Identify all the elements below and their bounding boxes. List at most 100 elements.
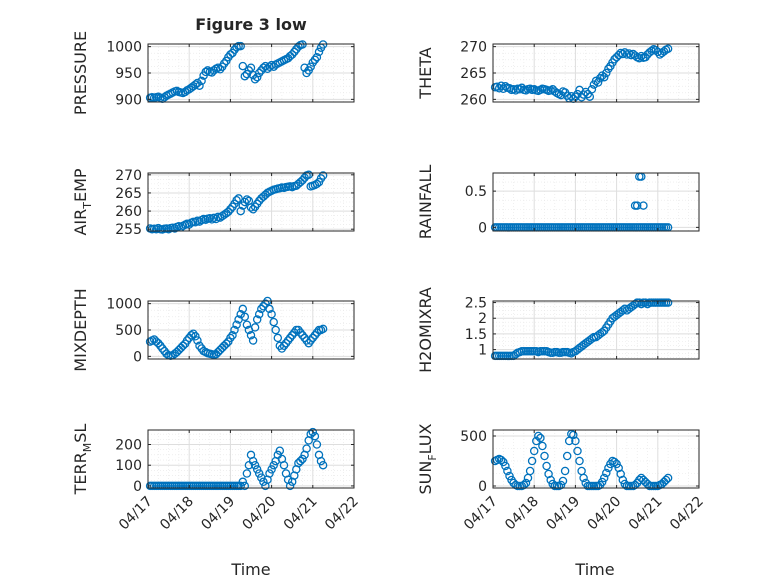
y-tick-label: 950 — [115, 66, 142, 82]
data-point — [302, 444, 311, 453]
data-point — [285, 481, 295, 491]
data-point — [232, 320, 241, 329]
data-point — [279, 460, 289, 470]
data-point — [521, 478, 531, 488]
data-point — [197, 76, 206, 86]
y-axis-label: H2OMIXRA — [416, 287, 435, 373]
data-point — [599, 473, 609, 483]
data-point — [308, 333, 318, 343]
x-tick-label: 04/19 — [198, 494, 238, 534]
data-point — [571, 436, 580, 446]
data-point — [306, 62, 315, 71]
data-point — [226, 333, 235, 343]
data-point — [294, 325, 303, 335]
data-point — [604, 463, 613, 473]
data-point — [661, 475, 671, 485]
data-point — [254, 196, 264, 206]
data-point — [618, 475, 628, 485]
subplot-4: 0 0.5 RAINFALL — [416, 165, 700, 239]
data-point — [556, 480, 566, 490]
y-axis-label: THETA — [416, 47, 435, 99]
data-point — [203, 66, 212, 75]
y-tick-label: 0 — [478, 220, 487, 236]
axes-box — [147, 172, 355, 232]
x-tick-label: 04/17 — [461, 494, 501, 534]
data-point — [663, 473, 673, 483]
data-point — [290, 47, 299, 57]
data-point — [641, 298, 650, 307]
data-point — [259, 477, 268, 487]
y-axis-label: SUNFLUX — [416, 423, 439, 494]
axes-box — [492, 429, 700, 489]
y-tick-label: 100 — [115, 458, 142, 474]
data-point — [240, 197, 250, 207]
subplot-5: 0 500 1000 MIXDEPTH — [71, 288, 355, 372]
data-point — [612, 459, 621, 469]
data-point — [158, 344, 167, 353]
data-point — [630, 51, 640, 60]
data-point — [663, 44, 673, 53]
data-point — [515, 85, 525, 94]
y-tick-label: 0.5 — [465, 184, 487, 200]
data-point — [296, 456, 305, 466]
x-axis-label-right: Time — [574, 560, 614, 579]
x-tick-label: 04/22 — [667, 494, 707, 534]
data-point — [246, 203, 256, 212]
x-tick-label: 04/21 — [626, 494, 666, 534]
y-tick-label: 900 — [115, 92, 142, 108]
data-point — [519, 480, 529, 490]
data-point — [236, 41, 245, 51]
y-tick-label: 500 — [460, 429, 487, 445]
data-point — [259, 63, 268, 72]
data-point — [242, 320, 252, 329]
y-tick-label: 0 — [133, 479, 142, 495]
data-point — [248, 456, 258, 466]
data-point — [610, 457, 619, 467]
data-point — [215, 65, 225, 74]
data-point — [635, 298, 644, 307]
data-point — [162, 349, 171, 358]
data-point — [602, 68, 611, 78]
data-point — [265, 469, 274, 478]
data-point — [240, 71, 250, 81]
y-tick-label: 260 — [460, 92, 487, 108]
data-point — [182, 336, 192, 345]
data-point — [236, 206, 245, 216]
data-point — [269, 460, 278, 470]
data-point — [238, 61, 248, 71]
data-point — [250, 460, 260, 470]
data-point — [287, 50, 297, 59]
data-point — [573, 446, 582, 456]
y-tick-label: 2 — [478, 311, 487, 327]
y-tick-label: 1000 — [106, 40, 142, 56]
x-tick-label: 04/18 — [502, 494, 542, 534]
data-point — [538, 441, 547, 451]
y-tick-label: 265 — [460, 66, 487, 82]
data-point — [639, 201, 648, 210]
data-point — [599, 72, 609, 82]
y-tick-label: 0 — [133, 349, 142, 365]
data-point — [618, 306, 628, 315]
data-point — [517, 83, 527, 93]
data-point — [503, 466, 512, 476]
data-point — [248, 205, 258, 214]
data-point — [242, 469, 252, 478]
data-point — [269, 317, 278, 327]
data-point — [267, 465, 276, 474]
subplot-3: 255 260 265 270 AIRTEMP — [71, 168, 355, 238]
data-point — [306, 336, 315, 345]
data-point — [254, 68, 264, 78]
data-point — [267, 309, 276, 319]
data-point — [254, 469, 264, 478]
data-point — [529, 446, 539, 456]
data-point — [593, 78, 603, 87]
data-point — [232, 195, 241, 205]
y-tick-label: 265 — [115, 186, 142, 202]
subplot-6: 11.522.5 H2OMIXRA — [416, 287, 700, 373]
data-point — [191, 332, 200, 341]
data-point — [271, 325, 280, 335]
data-point — [663, 298, 673, 307]
x-tick-label: 04/20 — [240, 494, 280, 534]
data-point — [534, 431, 543, 441]
